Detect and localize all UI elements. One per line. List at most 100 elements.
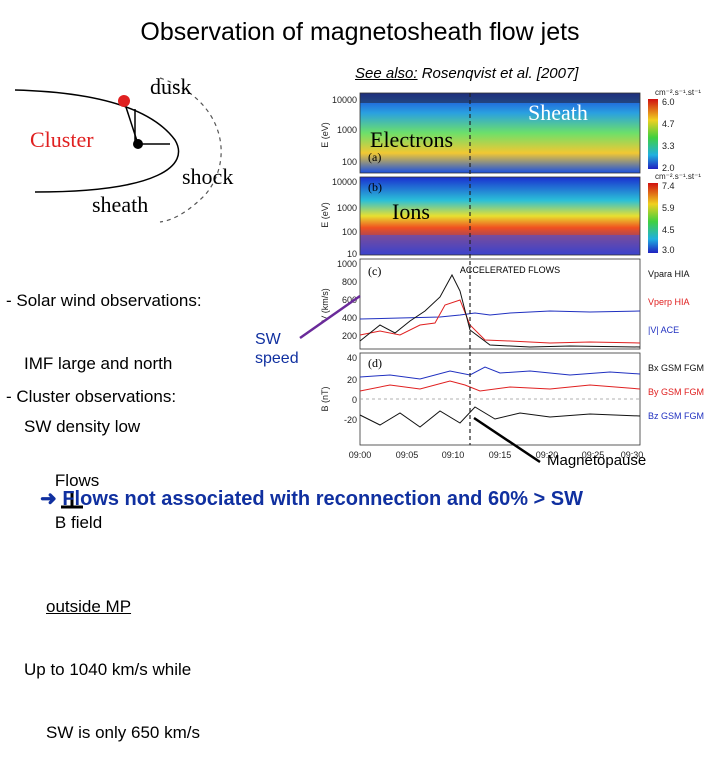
magnetopause-label: Magnetopause	[547, 452, 647, 469]
bow-shock-curve	[159, 77, 222, 223]
ytick-a-0: 10000	[332, 95, 357, 105]
solar-wind-heading: - Solar wind observations:	[6, 291, 202, 310]
legend-vpara: Vpara HIA	[648, 269, 690, 279]
conclusion: ➜ Flows not associated with reconnection…	[40, 486, 583, 511]
ytick-a-1: 1000	[337, 125, 357, 135]
magnetopause-arrow	[473, 416, 541, 464]
ytick-b-1: 1000	[337, 203, 357, 213]
vpara-trace	[359, 273, 641, 348]
flows-bfield-line: Flows B field	[6, 449, 200, 554]
earth-marker	[133, 139, 143, 149]
electron-spectrogram	[360, 93, 640, 173]
spectrogram-noise-band-b	[360, 235, 640, 255]
ions-label: Ions	[392, 199, 430, 224]
electrons-label: Electrons	[370, 127, 454, 152]
solar-wind-line1: IMF large and north	[24, 354, 173, 373]
conclusion-text: Flows not associated with reconnection a…	[62, 488, 583, 510]
colorbar-a	[648, 99, 658, 169]
panel-c-label: (c)	[368, 264, 381, 278]
xtick-0: 09:00	[349, 450, 372, 460]
cbar-b-2: 4.5	[662, 225, 675, 235]
ytick-c-2: 600	[342, 295, 357, 305]
shock-label: shock	[182, 164, 234, 189]
solar-wind-observations: - Solar wind observations: IMF large and…	[6, 248, 202, 458]
by-trace	[359, 380, 641, 392]
cluster-obs-heading: - Cluster observations:	[6, 387, 177, 406]
right-arrow-icon: ➜	[40, 488, 57, 510]
cluster-data-figure: (a) 10000 1000 100 E (eV) (b) 10000 1000…	[320, 88, 704, 460]
xtick-5: 09:25	[582, 450, 605, 460]
cbar-a-3: 2.0	[662, 163, 675, 173]
ytick-d-3: -20	[344, 415, 357, 425]
legend-bx: Bx GSM FGM	[648, 363, 704, 373]
cbar-b-1: 5.9	[662, 203, 675, 213]
cluster-observations: - Cluster observations: Flows B field ou…	[6, 344, 200, 764]
bz-trace	[359, 406, 641, 428]
ytick-b-0: 10000	[332, 177, 357, 187]
sw-speed-arrow	[299, 294, 361, 340]
cbar-a-2: 3.3	[662, 141, 675, 151]
dusk-label: dusk	[150, 74, 192, 99]
xtick-4: 09:20	[536, 450, 559, 460]
ytick-c-0: 1000	[337, 259, 357, 269]
colorbar-a-unit: cm⁻².s⁻¹.st⁻¹	[655, 88, 701, 97]
e-ev-axis-label-a: E (eV)	[320, 122, 330, 148]
ytick-d-1: 20	[347, 375, 357, 385]
colorbar-b	[648, 183, 658, 253]
e-ev-axis-label-b: E (eV)	[320, 202, 330, 228]
spectrogram-noise-band	[360, 93, 640, 103]
bfield-text: B field	[54, 513, 103, 532]
ytick-a-2: 100	[342, 157, 357, 167]
perpendicular-icon	[60, 493, 83, 509]
ytick-d-2: 0	[352, 395, 357, 405]
annotation-arrows	[299, 294, 541, 464]
panel-d-label: (d)	[368, 356, 382, 370]
see-also-reference: See also: Rosenqvist et al. [2007]	[355, 65, 578, 82]
panel-b-label: (b)	[368, 180, 382, 194]
cbar-a-0: 6.0	[662, 97, 675, 107]
see-also-ref: Rosenqvist et al. [2007]	[421, 65, 579, 82]
accelerated-flows-label: ACCELERATED FLOWS	[460, 265, 560, 275]
xtick-6: 09:30	[621, 450, 644, 460]
legend-v-ace: |V| ACE	[648, 325, 679, 335]
ytick-b-2: 100	[342, 227, 357, 237]
xtick-3: 09:15	[489, 450, 512, 460]
cluster-spacecraft-marker	[118, 95, 130, 107]
magnetopause-curve	[14, 89, 180, 193]
legend-by: By GSM FGM	[648, 387, 704, 397]
cluster-obs-line3: Up to 1040 km/s while	[24, 660, 192, 679]
legend-bz: Bz GSM FGM	[648, 411, 704, 421]
sw-speed-trace	[359, 310, 641, 320]
sheath-label: sheath	[92, 192, 149, 217]
page-title: Observation of magnetosheath flow jets	[140, 18, 580, 46]
cluster-label: Cluster	[30, 127, 94, 152]
bx-trace	[359, 366, 641, 380]
sw-speed-line1: SW	[255, 331, 281, 348]
ytick-c-3: 400	[342, 313, 357, 323]
flows-text: Flows	[54, 471, 100, 490]
orbit-diagram	[14, 77, 222, 223]
v-axis-label: V (km/s)	[320, 288, 330, 322]
cbar-b-0: 7.4	[662, 181, 675, 191]
velocity-panel	[359, 258, 641, 350]
cbar-b-3: 3.0	[662, 245, 675, 255]
sheath-overlay-label: Sheath	[528, 100, 588, 125]
ytick-b-3: 10	[347, 249, 357, 259]
panel-b-frame	[359, 176, 641, 256]
solar-wind-line2: SW density low	[24, 417, 141, 436]
cluster-obs-line4: SW is only 650 km/s	[46, 723, 200, 742]
see-also-prefix: See also:	[355, 65, 418, 82]
xtick-1: 09:05	[396, 450, 419, 460]
b-axis-label: B (nT)	[320, 386, 330, 411]
outside-mp-text: outside MP	[46, 597, 132, 616]
panel-a-frame	[359, 92, 641, 174]
sw-speed-line2: speed	[255, 350, 299, 367]
ytick-d-0: 40	[347, 353, 357, 363]
xtick-2: 09:10	[442, 450, 465, 460]
ytick-c-4: 200	[342, 331, 357, 341]
panel-a-label: (a)	[368, 150, 381, 164]
vperp-trace	[359, 299, 641, 344]
legend-vperp: Vperp HIA	[648, 297, 690, 307]
colorbar-b-unit: cm⁻².s⁻¹.st⁻¹	[655, 172, 701, 181]
ytick-c-1: 800	[342, 277, 357, 287]
